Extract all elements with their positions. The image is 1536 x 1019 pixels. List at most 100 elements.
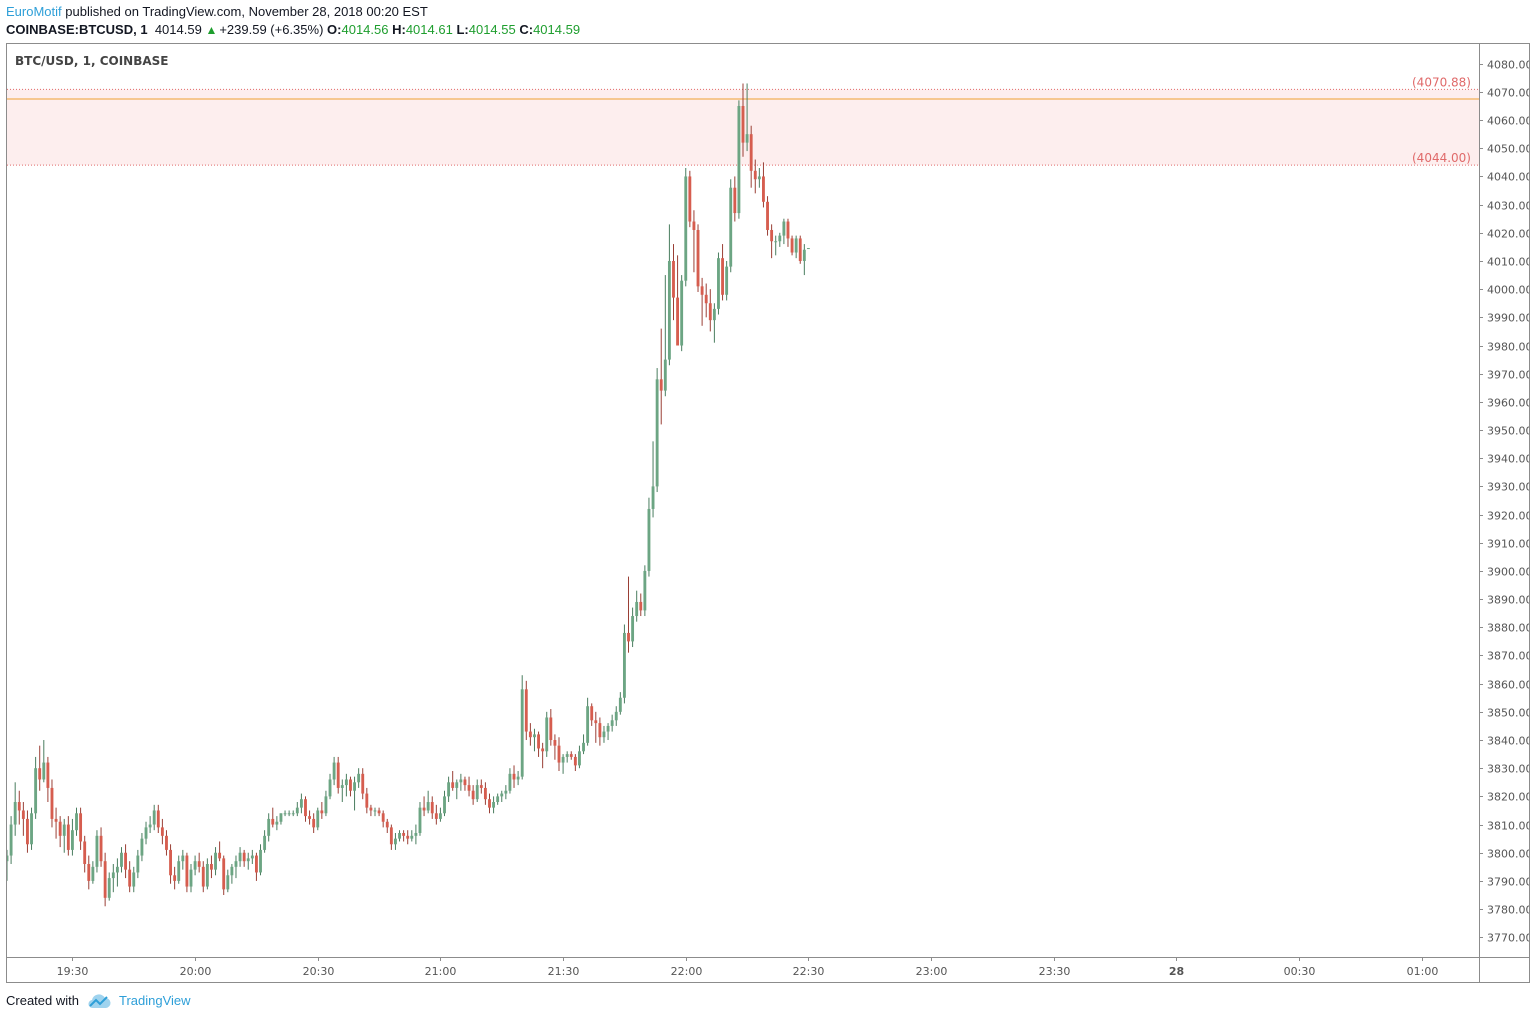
- chart-frame[interactable]: (4070.88) (4044.00) BTC/USD, 1, COINBASE 37…: [6, 43, 1530, 983]
- candle-body: [279, 813, 283, 822]
- candle-body: [304, 799, 307, 817]
- candle-body: [193, 861, 197, 870]
- x-tick-label: 23:00: [916, 965, 948, 978]
- candle-body: [173, 875, 177, 881]
- y-tick-label: 3830.00: [1487, 763, 1529, 776]
- candle-body: [205, 864, 209, 887]
- candle-body: [516, 776, 520, 780]
- created-with-text: Created with: [6, 993, 79, 1008]
- candle-body: [389, 827, 393, 845]
- published-text: published on TradingView.com, November 2…: [61, 4, 428, 19]
- candle-body: [651, 486, 655, 509]
- candle-body: [336, 762, 340, 788]
- candle-body: [13, 802, 17, 825]
- candle-body: [210, 864, 213, 870]
- candle-body: [324, 796, 328, 814]
- candle-body: [287, 813, 291, 815]
- candle-body: [418, 807, 422, 834]
- y-tick-label: 4050.00: [1487, 143, 1529, 156]
- candle-body: [410, 835, 414, 839]
- candle-body: [549, 717, 553, 741]
- candle-body: [688, 176, 692, 222]
- candle-body: [422, 807, 426, 811]
- candle-body: [430, 802, 434, 814]
- candle-body: [181, 855, 185, 862]
- tradingview-brand[interactable]: TradingView: [118, 993, 191, 1008]
- ohlc-legend: COINBASE:BTCUSD, 1 4014.59 ▲ +239.59 (+6.…: [6, 21, 580, 39]
- candle-body: [177, 861, 181, 881]
- candle-body: [676, 297, 680, 346]
- candle-body: [606, 725, 610, 732]
- open-value: 4014.56: [341, 22, 389, 37]
- y-tick-label: 3930.00: [1487, 481, 1529, 494]
- candle-body: [684, 176, 688, 281]
- candle-body: [414, 833, 418, 836]
- candle-body: [283, 813, 287, 815]
- candle-body: [610, 720, 614, 726]
- candle-body: [95, 835, 99, 867]
- candle-body: [50, 787, 54, 819]
- candle-body: [128, 869, 132, 887]
- candle-body: [704, 294, 708, 304]
- candle-body: [373, 810, 377, 812]
- candle-body: [594, 720, 598, 724]
- candle-body: [475, 785, 479, 800]
- candle-body: [479, 785, 483, 788]
- price-chart[interactable]: (4070.88) (4044.00) BTC/USD, 1, COINBASE 37…: [7, 44, 1529, 982]
- candle-body: [631, 616, 635, 642]
- candle-body: [160, 827, 164, 836]
- y-tick-label: 3810.00: [1487, 820, 1529, 833]
- low-label: L:: [456, 22, 469, 37]
- close-label: C:: [519, 22, 534, 37]
- candle-body: [733, 187, 737, 214]
- candle-body: [692, 221, 696, 230]
- candle-body: [467, 785, 471, 791]
- candle-body: [402, 833, 406, 836]
- y-tick-label: 3920.00: [1487, 510, 1529, 523]
- candle-body: [111, 872, 115, 879]
- y-tick-label: 3870.00: [1487, 650, 1529, 663]
- candle-body: [508, 773, 512, 791]
- candle-body: [353, 782, 356, 791]
- candle-body: [655, 379, 659, 487]
- candle-body: [222, 858, 226, 890]
- candle-body: [144, 827, 148, 839]
- candle-body: [541, 748, 545, 752]
- y-tick-label: 3770.00: [1487, 932, 1529, 945]
- candle-body: [91, 866, 95, 881]
- candle-body: [377, 810, 381, 814]
- candle-body: [189, 869, 193, 887]
- tradingview-cloud-icon[interactable]: [87, 993, 111, 1009]
- symbol-label: COINBASE:BTCUSD, 1: [6, 22, 148, 37]
- candle-body: [471, 790, 475, 800]
- candle-body: [561, 756, 565, 763]
- candle-body: [344, 779, 348, 786]
- candle-body: [504, 790, 508, 794]
- candle-body: [234, 861, 238, 867]
- candle-body: [729, 187, 733, 267]
- author-name[interactable]: EuroMotif: [6, 4, 62, 19]
- candle-body: [753, 170, 757, 180]
- candle-body: [132, 872, 136, 887]
- candle-body: [798, 238, 802, 261]
- candle-body: [672, 260, 675, 298]
- candle-body: [524, 689, 528, 732]
- candle-body: [745, 134, 749, 143]
- candle-body: [250, 855, 254, 859]
- x-tick-label: 22:00: [671, 965, 703, 978]
- candle-body: [582, 742, 585, 752]
- zone-top-label: (4070.88): [1412, 75, 1471, 89]
- candle-body: [639, 601, 643, 611]
- candle-body: [557, 745, 561, 763]
- candle-body: [627, 632, 630, 642]
- x-tick-label: 20:00: [180, 965, 212, 978]
- candle-body: [165, 835, 168, 850]
- candle-body: [496, 796, 500, 803]
- candle-body: [58, 821, 62, 836]
- candle-body: [774, 241, 778, 243]
- candle-body: [34, 768, 38, 814]
- y-tick-label: 3880.00: [1487, 622, 1529, 635]
- high-label: H:: [392, 22, 406, 37]
- candle-body: [680, 280, 684, 346]
- candle-body: [533, 734, 536, 738]
